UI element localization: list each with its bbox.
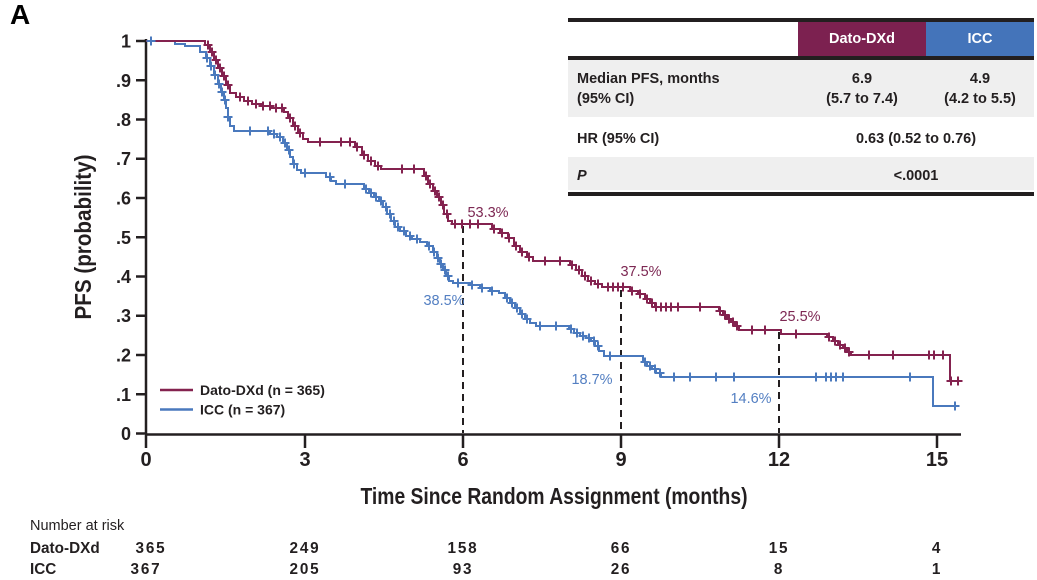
svg-text:.7: .7 xyxy=(116,149,131,169)
svg-text:4: 4 xyxy=(932,540,942,557)
svg-text:.3: .3 xyxy=(116,306,131,326)
svg-text:3: 3 xyxy=(299,449,310,471)
svg-text:25.5%: 25.5% xyxy=(779,309,820,325)
svg-text:PFS (probability): PFS (probability) xyxy=(70,155,96,320)
svg-text:367: 367 xyxy=(131,561,162,578)
svg-text:.2: .2 xyxy=(116,346,131,366)
svg-text:93: 93 xyxy=(453,561,474,578)
svg-text:66: 66 xyxy=(611,540,632,557)
svg-text:205: 205 xyxy=(290,561,321,578)
svg-text:.4: .4 xyxy=(116,267,131,287)
svg-text:14.6%: 14.6% xyxy=(730,391,771,407)
svg-text:15: 15 xyxy=(769,540,790,557)
svg-text:38.5%: 38.5% xyxy=(423,293,464,309)
svg-text:158: 158 xyxy=(448,540,479,557)
svg-text:ICC: ICC xyxy=(30,561,56,578)
svg-text:6: 6 xyxy=(457,449,468,471)
svg-text:37.5%: 37.5% xyxy=(620,264,661,280)
svg-text:18.7%: 18.7% xyxy=(571,372,612,388)
svg-text:8: 8 xyxy=(774,561,784,578)
svg-text:.1: .1 xyxy=(116,385,131,405)
svg-text:12: 12 xyxy=(768,449,790,471)
svg-text:15: 15 xyxy=(926,449,948,471)
svg-text:1: 1 xyxy=(932,561,942,578)
svg-text:26: 26 xyxy=(611,561,632,578)
svg-text:1: 1 xyxy=(121,32,131,52)
svg-text:ICC (n = 367): ICC (n = 367) xyxy=(200,402,285,418)
svg-text:.8: .8 xyxy=(116,110,131,130)
svg-text:.5: .5 xyxy=(116,228,131,248)
svg-text:Number at risk: Number at risk xyxy=(30,518,125,534)
svg-text:0: 0 xyxy=(140,449,151,471)
svg-text:9: 9 xyxy=(615,449,626,471)
svg-text:Time Since Random Assignment (: Time Since Random Assignment (months) xyxy=(361,483,748,509)
svg-text:Dato-DXd: Dato-DXd xyxy=(30,540,100,557)
svg-text:.6: .6 xyxy=(116,189,131,209)
svg-text:249: 249 xyxy=(290,540,321,557)
svg-text:365: 365 xyxy=(136,540,167,557)
svg-text:Dato-DXd (n = 365): Dato-DXd (n = 365) xyxy=(200,382,325,398)
svg-text:53.3%: 53.3% xyxy=(467,205,508,221)
svg-text:0: 0 xyxy=(121,424,131,444)
svg-text:.9: .9 xyxy=(116,71,131,91)
